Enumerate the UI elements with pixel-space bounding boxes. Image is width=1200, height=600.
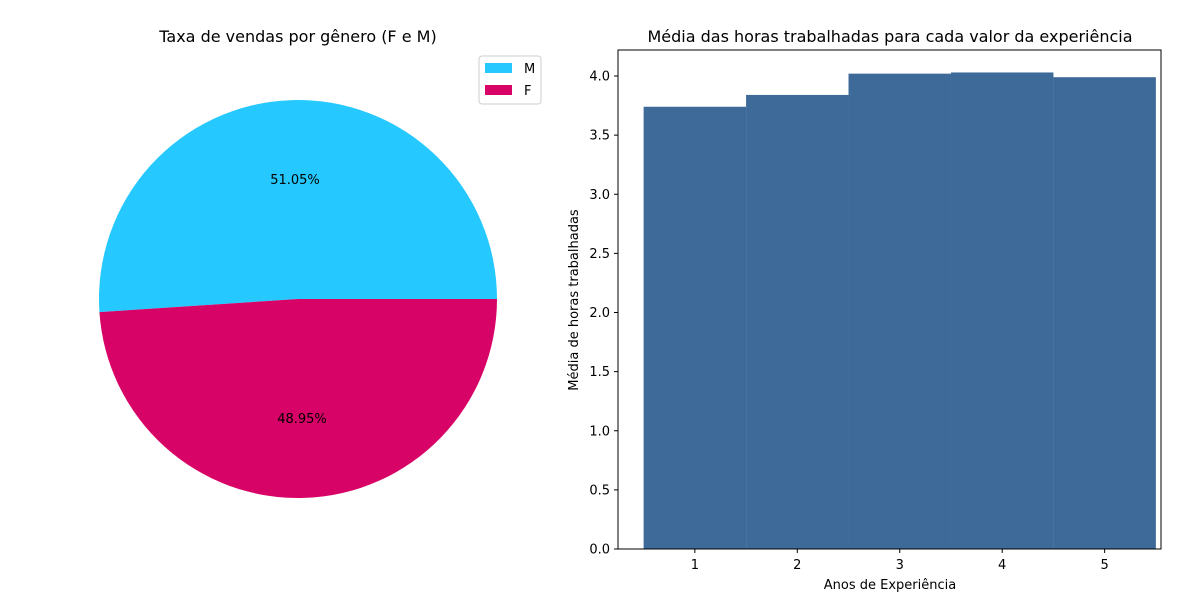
legend-swatch-f — [485, 85, 512, 95]
legend-label-m: M — [524, 62, 535, 77]
x-tick-label: 3 — [896, 558, 904, 573]
bar-3 — [848, 73, 951, 549]
pie-slice-f — [99, 299, 497, 498]
y-tick-label: 0.0 — [589, 543, 610, 558]
plot-frame — [617, 49, 1162, 550]
legend-swatch-m — [485, 63, 512, 73]
pie-slices — [98, 99, 497, 498]
bar-5 — [1053, 77, 1156, 549]
y-axis-ticks: 0.0 0.5 1.0 1.5 2.0 2.5 3.0 3.5 4.0 — [589, 70, 618, 558]
bar-chart: Média das horas trabalhadas para cada va… — [567, 27, 1162, 593]
pie-label-f: 48.95% — [277, 412, 327, 427]
x-tick-label: 4 — [998, 558, 1006, 573]
x-tick-label: 1 — [691, 558, 699, 573]
pie-legend: M F — [478, 55, 542, 105]
y-tick-label: 3.0 — [589, 188, 610, 203]
bar-title: Média das horas trabalhadas para cada va… — [647, 27, 1132, 46]
bar-2 — [746, 94, 849, 549]
pie-title: Taxa de vendas por gênero (F e M) — [158, 27, 436, 46]
pie-slice-m — [98, 99, 497, 313]
y-tick-label: 1.0 — [589, 424, 610, 439]
pie-data-labels: 51.05% 48.95% — [270, 173, 327, 427]
bar-1 — [643, 106, 747, 549]
y-axis-label: Média de horas trabalhadas — [567, 209, 582, 391]
y-tick-label: 4.0 — [589, 70, 610, 85]
legend-label-f: F — [524, 84, 531, 99]
bar-4 — [950, 72, 1054, 549]
x-tick-label: 5 — [1101, 558, 1109, 573]
x-axis-ticks: 1 2 3 4 5 — [691, 549, 1109, 573]
y-tick-label: 0.5 — [589, 483, 610, 498]
x-axis-label: Anos de Experiência — [824, 578, 956, 593]
y-tick-label: 3.5 — [589, 129, 610, 144]
y-tick-label: 2.5 — [589, 247, 610, 262]
bars — [643, 72, 1156, 549]
pie-chart: Taxa de vendas por gênero (F e M) 51.05%… — [98, 27, 542, 498]
pie-label-m: 51.05% — [270, 173, 320, 188]
y-tick-label: 2.0 — [589, 306, 610, 321]
x-tick-label: 2 — [793, 558, 801, 573]
y-tick-label: 1.5 — [589, 365, 610, 380]
